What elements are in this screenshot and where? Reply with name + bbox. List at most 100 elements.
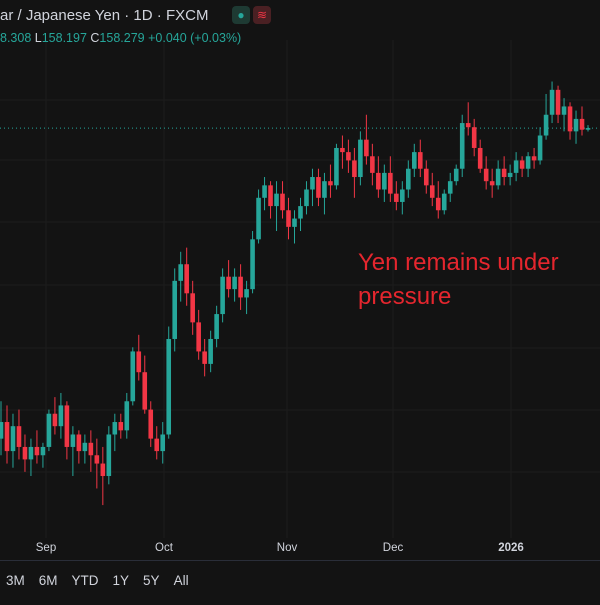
candle-body xyxy=(136,351,142,373)
candle-body xyxy=(232,276,237,290)
range-5y-button[interactable]: 5Y xyxy=(143,573,160,588)
candle-body xyxy=(525,156,531,169)
candle-body xyxy=(370,156,375,173)
candle-body xyxy=(82,442,88,452)
candle-body xyxy=(489,181,495,186)
candle-body xyxy=(28,446,34,460)
candle-body xyxy=(453,168,459,182)
range-ytd-button[interactable]: YTD xyxy=(71,573,99,588)
candle-body xyxy=(256,197,261,240)
low-label: L xyxy=(34,31,42,45)
candle-body xyxy=(411,152,417,169)
candle-body xyxy=(178,264,183,281)
symbol-title[interactable]: ar / Japanese Yen · 1D · FXCM xyxy=(0,7,209,24)
candle-body xyxy=(483,168,489,182)
candle-body xyxy=(220,276,225,315)
candle-body xyxy=(226,276,231,290)
candle-body xyxy=(459,123,465,169)
candle-body xyxy=(208,338,213,364)
candle-body xyxy=(244,289,249,298)
candle-body xyxy=(334,147,339,186)
candle-body xyxy=(202,351,207,364)
candle-body xyxy=(346,152,351,161)
candle-body xyxy=(507,172,513,178)
candle-body xyxy=(519,160,525,169)
candle-body xyxy=(549,89,555,115)
candle-body xyxy=(531,156,537,161)
candle-body xyxy=(172,280,178,339)
range-1y-button[interactable]: 1Y xyxy=(112,573,130,588)
open-value: 8.308 xyxy=(0,31,32,45)
range-bar: 3M 6M YTD 1Y 5Y All xyxy=(0,573,189,593)
ohlc-readout: 8.308 L158.197 C158.279 +0.040 (+0.03%) xyxy=(0,31,241,45)
candle-body xyxy=(417,152,423,169)
range-all-button[interactable]: All xyxy=(173,573,189,588)
candle-body xyxy=(64,405,70,447)
candle-body xyxy=(88,442,94,456)
candle-body xyxy=(579,118,585,130)
candle-body xyxy=(376,172,381,190)
candle-body xyxy=(40,446,46,456)
candle-body xyxy=(447,181,453,194)
candle-body xyxy=(46,413,52,447)
candle-body xyxy=(382,172,387,190)
candle-body xyxy=(154,438,160,452)
candle-body xyxy=(16,426,22,447)
candle-body xyxy=(124,401,130,431)
candle-body xyxy=(555,89,561,115)
change-value: +0.040 (+0.03%) xyxy=(148,31,242,45)
candle-body xyxy=(100,463,106,477)
candle-body xyxy=(148,409,154,439)
x-axis-label: Sep xyxy=(36,542,56,554)
range-6m-button[interactable]: 6M xyxy=(38,573,58,588)
candle-body xyxy=(22,446,28,460)
candle-body xyxy=(322,181,327,198)
candle-body xyxy=(4,422,10,452)
candle-body xyxy=(142,372,148,410)
low-value: 158.197 xyxy=(41,31,87,45)
dot-icon[interactable]: ● xyxy=(232,6,250,24)
candle-body xyxy=(435,197,441,211)
candle-body xyxy=(585,128,591,130)
candle-body xyxy=(477,147,483,169)
candle-body xyxy=(543,114,549,136)
candle-body xyxy=(0,422,4,439)
candle-body xyxy=(304,189,309,207)
candle-body xyxy=(106,434,112,477)
header-badges: ● ≋ xyxy=(232,6,271,24)
x-axis-label: Oct xyxy=(155,542,174,554)
candle-body xyxy=(501,168,507,178)
candle-body xyxy=(214,314,219,339)
candle-body xyxy=(567,106,573,132)
range-3m-button[interactable]: 3M xyxy=(6,573,25,588)
candle-body xyxy=(429,185,435,198)
candle-body xyxy=(561,106,567,115)
x-axis-label: Dec xyxy=(383,542,404,554)
candle-body xyxy=(190,293,195,323)
candle-body xyxy=(471,127,477,148)
candle-body xyxy=(298,206,303,219)
candle-body xyxy=(160,434,166,452)
x-axis-label: Nov xyxy=(277,542,298,554)
candle-body xyxy=(328,181,333,186)
candle-body xyxy=(400,189,405,202)
candle-body xyxy=(112,422,118,435)
candle-body xyxy=(268,185,273,207)
candle-body xyxy=(184,264,189,294)
candle-body xyxy=(262,185,267,198)
candle-body xyxy=(58,405,64,427)
candle-body xyxy=(364,139,369,157)
close-value: 158.279 xyxy=(99,31,145,45)
candle-body xyxy=(310,177,315,190)
candle-body xyxy=(292,218,297,227)
candle-body xyxy=(10,426,16,452)
candle-body xyxy=(286,210,291,227)
wave-icon[interactable]: ≋ xyxy=(253,6,271,24)
candle-body xyxy=(573,118,579,132)
candle-body xyxy=(118,422,124,431)
candle-body xyxy=(537,135,543,161)
candle-body xyxy=(34,446,40,456)
candle-body xyxy=(52,413,58,427)
